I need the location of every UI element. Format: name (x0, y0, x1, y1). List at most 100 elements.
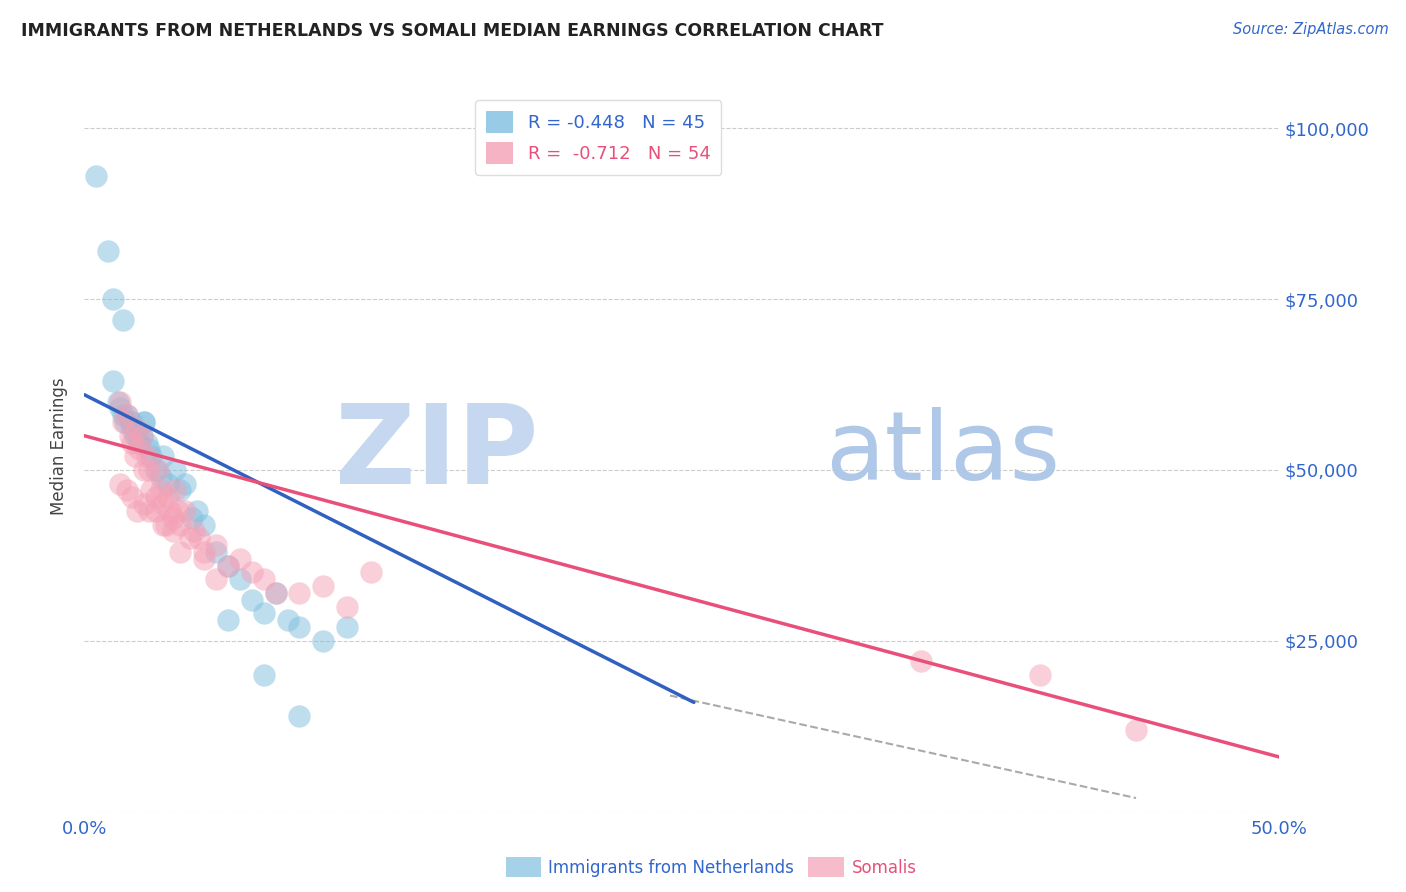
Point (205, 545, 228, 559)
Point (118, 415, 141, 429)
Point (132, 463, 156, 477)
Point (145, 463, 167, 477)
Point (229, 572, 252, 586)
Point (128, 442, 150, 457)
Point (155, 517, 177, 532)
Point (152, 517, 174, 532)
Point (288, 620, 311, 634)
Point (138, 463, 160, 477)
Point (131, 429, 153, 443)
Point (111, 312, 134, 326)
Point (125, 429, 148, 443)
Point (188, 531, 211, 545)
Point (205, 572, 228, 586)
Point (336, 620, 359, 634)
Point (97, 244, 120, 259)
Point (169, 517, 191, 532)
Point (148, 463, 170, 477)
Point (141, 449, 163, 463)
Point (173, 504, 195, 518)
Point (179, 531, 201, 545)
Point (217, 613, 239, 627)
Point (217, 558, 239, 573)
Point (360, 566, 382, 580)
Point (264, 586, 287, 600)
Point (124, 449, 146, 463)
Point (121, 415, 143, 429)
Point (152, 449, 174, 463)
Point (253, 572, 276, 586)
Point (157, 490, 180, 504)
Point (277, 613, 299, 627)
Point (132, 415, 156, 429)
Point (86, 169, 108, 183)
Point (165, 483, 187, 498)
Point (118, 429, 141, 443)
Point (264, 586, 287, 600)
Point (107, 394, 129, 409)
Point (125, 422, 148, 436)
Point (121, 435, 143, 450)
Point (169, 483, 191, 498)
Point (312, 633, 335, 648)
Point (183, 524, 205, 539)
Point (166, 504, 188, 518)
Point (162, 510, 184, 524)
Point (145, 504, 167, 518)
Point (124, 429, 146, 443)
Point (173, 476, 195, 491)
Point (910, 654, 932, 668)
Point (110, 394, 132, 409)
Point (128, 435, 150, 450)
Text: Somalis: Somalis (852, 859, 917, 877)
Point (181, 510, 204, 524)
Point (253, 607, 276, 621)
Point (165, 463, 187, 477)
Point (121, 422, 143, 436)
Point (312, 579, 335, 593)
Point (121, 490, 143, 504)
Point (117, 409, 139, 423)
Point (169, 545, 191, 559)
Point (240, 566, 263, 580)
Legend: R = -0.448   N = 45, R =  -0.712   N = 54: R = -0.448 N = 45, R = -0.712 N = 54 (475, 100, 721, 175)
Text: Source: ZipAtlas.com: Source: ZipAtlas.com (1233, 22, 1389, 37)
Point (138, 442, 160, 457)
Point (193, 551, 215, 566)
Point (1029, 668, 1052, 682)
Point (101, 374, 124, 388)
Point (111, 415, 134, 429)
Point (159, 504, 181, 518)
Point (135, 435, 157, 450)
Point (110, 401, 132, 416)
Point (162, 524, 184, 539)
Point (125, 504, 148, 518)
Point (138, 504, 160, 518)
Point (101, 292, 124, 306)
Point (132, 497, 156, 511)
Text: atlas: atlas (825, 407, 1060, 500)
Point (110, 476, 132, 491)
Point (288, 586, 311, 600)
Point (141, 483, 163, 498)
Point (217, 558, 239, 573)
Point (288, 709, 311, 723)
Point (336, 599, 359, 614)
Point (1125, 723, 1147, 737)
Point (117, 409, 139, 423)
Point (145, 490, 167, 504)
Point (253, 668, 276, 682)
Point (205, 538, 228, 552)
Point (131, 429, 153, 443)
Point (117, 483, 139, 498)
Point (157, 476, 180, 491)
Text: IMMIGRANTS FROM NETHERLANDS VS SOMALI MEDIAN EARNINGS CORRELATION CHART: IMMIGRANTS FROM NETHERLANDS VS SOMALI ME… (21, 22, 883, 40)
Point (193, 545, 215, 559)
Y-axis label: Median Earnings: Median Earnings (51, 377, 69, 515)
Point (240, 592, 263, 607)
Text: ZIP: ZIP (335, 400, 538, 507)
Point (132, 415, 156, 429)
Point (114, 415, 136, 429)
Point (193, 517, 215, 532)
Point (135, 449, 157, 463)
